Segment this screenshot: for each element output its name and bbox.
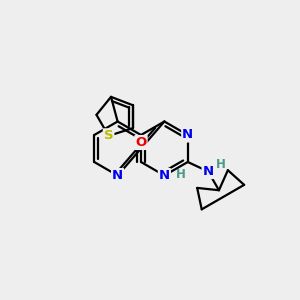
- Text: N: N: [202, 165, 214, 178]
- Text: N: N: [159, 169, 170, 182]
- Text: O: O: [135, 136, 147, 149]
- Text: N: N: [182, 128, 193, 142]
- Text: N: N: [112, 169, 123, 182]
- Text: H: H: [216, 158, 226, 170]
- Text: H: H: [176, 167, 186, 181]
- Text: S: S: [104, 129, 113, 142]
